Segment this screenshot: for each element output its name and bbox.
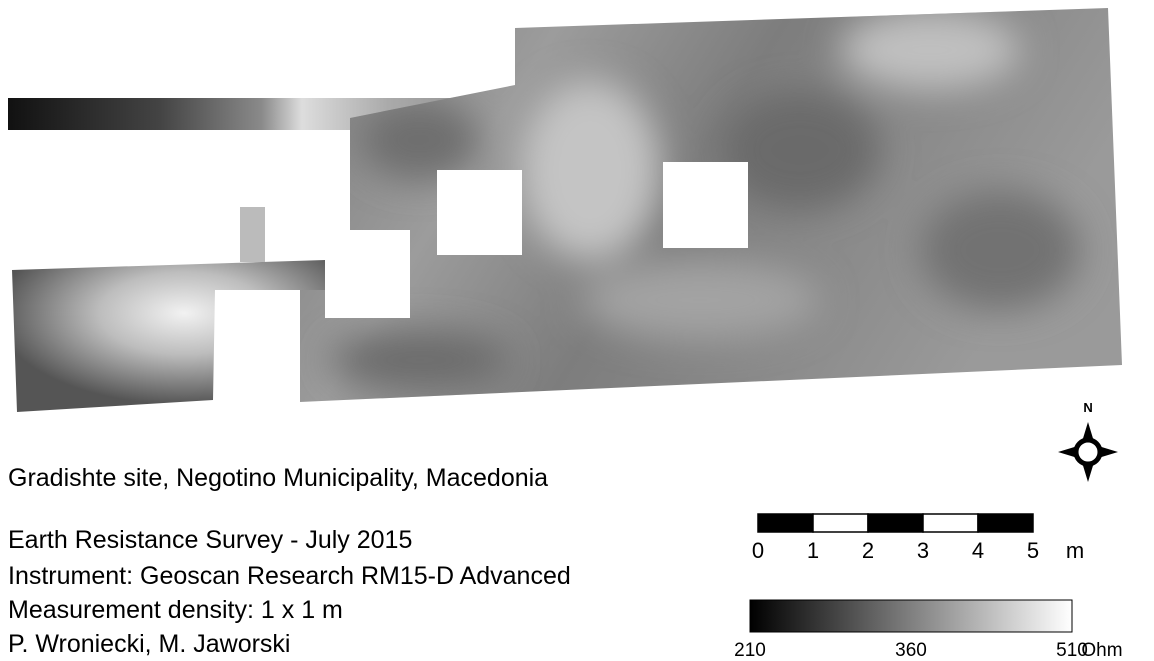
- info-line: Earth Resistance Survey - July 2015: [8, 526, 412, 554]
- compass-ring: [1076, 440, 1100, 464]
- resistance-raster: [8, 8, 1122, 412]
- scale-label: 5: [1027, 538, 1039, 563]
- gap: [663, 162, 748, 248]
- info-line: Instrument: Geoscan Research RM15-D Adva…: [8, 562, 571, 590]
- scale-segment: [813, 514, 868, 532]
- compass: N: [1058, 400, 1118, 482]
- compass-label: N: [1083, 400, 1092, 415]
- legend-label: 360: [895, 640, 927, 661]
- survey-area: [12, 260, 325, 412]
- info-line: P. Wroniecki, M. Jaworski: [8, 630, 290, 658]
- scale-label: 0: [752, 538, 764, 563]
- legend-unit: Ohm: [1081, 640, 1122, 661]
- site-title: Gradishte site, Negotino Municipality, M…: [8, 464, 548, 492]
- scale-unit: m: [1066, 538, 1084, 563]
- survey-area: [240, 207, 265, 262]
- scale-bar: 0 1 2 3 4 5 m: [752, 514, 1084, 563]
- scale-segment: [758, 514, 813, 532]
- gap: [325, 230, 410, 318]
- scale-label: 4: [972, 538, 984, 563]
- scale-segment: [923, 514, 978, 532]
- scale-segment: [978, 514, 1033, 532]
- gap: [437, 170, 522, 255]
- scale-label: 2: [862, 538, 874, 563]
- info-line: Measurement density: 1 x 1 m: [8, 596, 343, 624]
- scale-label: 3: [917, 538, 929, 563]
- map: N Gradishte site, Negotino Municipality,…: [0, 0, 1154, 661]
- scale-label: 1: [807, 538, 819, 563]
- color-ramp: [750, 600, 1072, 632]
- legend-label: 210: [734, 640, 766, 661]
- scale-segment: [868, 514, 923, 532]
